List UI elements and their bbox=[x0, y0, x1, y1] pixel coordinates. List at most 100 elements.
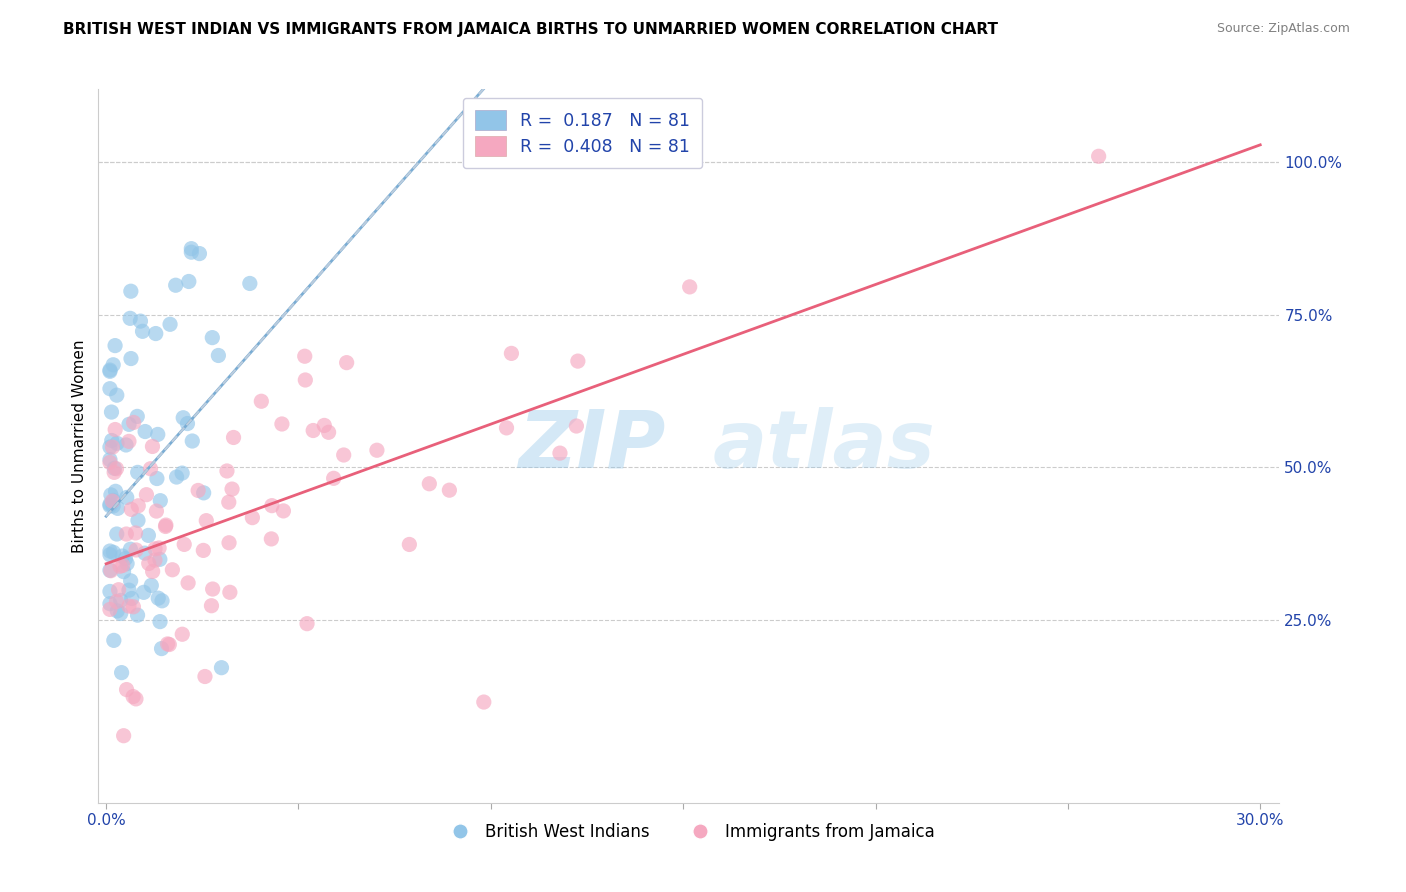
Point bbox=[294, 373, 316, 387]
Point bbox=[98, 597, 121, 611]
Point bbox=[194, 669, 217, 683]
Point bbox=[172, 627, 194, 641]
Point bbox=[98, 563, 121, 577]
Point bbox=[336, 356, 359, 370]
Point bbox=[101, 494, 124, 508]
Point bbox=[127, 409, 149, 424]
Point bbox=[156, 637, 179, 651]
Point bbox=[215, 464, 238, 478]
Point bbox=[115, 527, 138, 541]
Point bbox=[115, 682, 138, 697]
Point bbox=[155, 519, 177, 533]
Point bbox=[271, 417, 294, 431]
Point bbox=[103, 633, 125, 648]
Text: Source: ZipAtlas.com: Source: ZipAtlas.com bbox=[1216, 22, 1350, 36]
Point bbox=[125, 543, 148, 558]
Point bbox=[98, 440, 121, 454]
Point bbox=[143, 553, 166, 567]
Point bbox=[98, 497, 121, 511]
Point bbox=[105, 436, 128, 450]
Point bbox=[112, 565, 135, 579]
Point bbox=[166, 470, 188, 484]
Point bbox=[679, 280, 702, 294]
Point bbox=[1087, 149, 1109, 163]
Point bbox=[260, 532, 283, 546]
Point bbox=[211, 661, 233, 675]
Point bbox=[418, 476, 440, 491]
Point bbox=[98, 363, 121, 377]
Point bbox=[318, 425, 340, 440]
Point bbox=[98, 382, 121, 396]
Point bbox=[239, 277, 262, 291]
Point bbox=[122, 416, 145, 430]
Point bbox=[366, 443, 388, 458]
Point bbox=[105, 388, 128, 402]
Point bbox=[177, 275, 200, 289]
Point bbox=[150, 641, 173, 656]
Point bbox=[180, 245, 202, 260]
Point bbox=[218, 585, 240, 599]
Point bbox=[145, 326, 167, 341]
Point bbox=[180, 242, 202, 256]
Point bbox=[103, 545, 125, 559]
Point bbox=[127, 499, 149, 513]
Point bbox=[122, 599, 145, 614]
Text: BRITISH WEST INDIAN VS IMMIGRANTS FROM JAMAICA BIRTHS TO UNMARRIED WOMEN CORRELA: BRITISH WEST INDIAN VS IMMIGRANTS FROM J… bbox=[63, 22, 998, 37]
Point bbox=[110, 607, 132, 621]
Point bbox=[98, 584, 121, 599]
Point bbox=[100, 434, 122, 448]
Point bbox=[295, 616, 318, 631]
Point bbox=[129, 314, 152, 328]
Text: atlas: atlas bbox=[713, 407, 935, 485]
Point bbox=[148, 591, 170, 606]
Point bbox=[146, 471, 169, 485]
Point bbox=[101, 440, 124, 454]
Point bbox=[141, 440, 163, 454]
Point bbox=[100, 564, 122, 578]
Point bbox=[118, 583, 141, 598]
Point bbox=[162, 563, 184, 577]
Point bbox=[104, 484, 127, 499]
Point bbox=[149, 615, 172, 629]
Point bbox=[107, 582, 129, 597]
Point bbox=[145, 504, 167, 518]
Point bbox=[567, 354, 589, 368]
Point bbox=[172, 410, 194, 425]
Point bbox=[118, 434, 141, 449]
Point bbox=[159, 318, 181, 332]
Point bbox=[134, 546, 156, 560]
Point bbox=[105, 604, 128, 618]
Point bbox=[146, 427, 169, 442]
Point bbox=[121, 591, 143, 606]
Point bbox=[221, 482, 243, 496]
Point bbox=[165, 278, 187, 293]
Point bbox=[187, 483, 209, 498]
Point bbox=[294, 349, 316, 363]
Point bbox=[103, 358, 125, 372]
Point bbox=[501, 346, 523, 360]
Point bbox=[120, 574, 142, 588]
Point bbox=[188, 246, 211, 260]
Text: ZIP: ZIP bbox=[517, 407, 665, 485]
Point bbox=[98, 499, 121, 513]
Point bbox=[103, 466, 125, 480]
Point bbox=[114, 551, 136, 566]
Point bbox=[565, 419, 588, 434]
Point bbox=[115, 491, 138, 505]
Point bbox=[314, 418, 336, 433]
Point bbox=[332, 448, 354, 462]
Point bbox=[139, 462, 162, 476]
Point bbox=[148, 541, 170, 555]
Point bbox=[111, 549, 134, 563]
Point bbox=[107, 501, 129, 516]
Point bbox=[141, 578, 163, 592]
Point bbox=[240, 510, 263, 524]
Point bbox=[120, 502, 142, 516]
Point bbox=[222, 430, 245, 444]
Point bbox=[120, 311, 142, 326]
Point bbox=[172, 466, 194, 480]
Point bbox=[143, 541, 166, 556]
Point bbox=[273, 504, 295, 518]
Point bbox=[218, 495, 240, 509]
Point bbox=[193, 486, 215, 500]
